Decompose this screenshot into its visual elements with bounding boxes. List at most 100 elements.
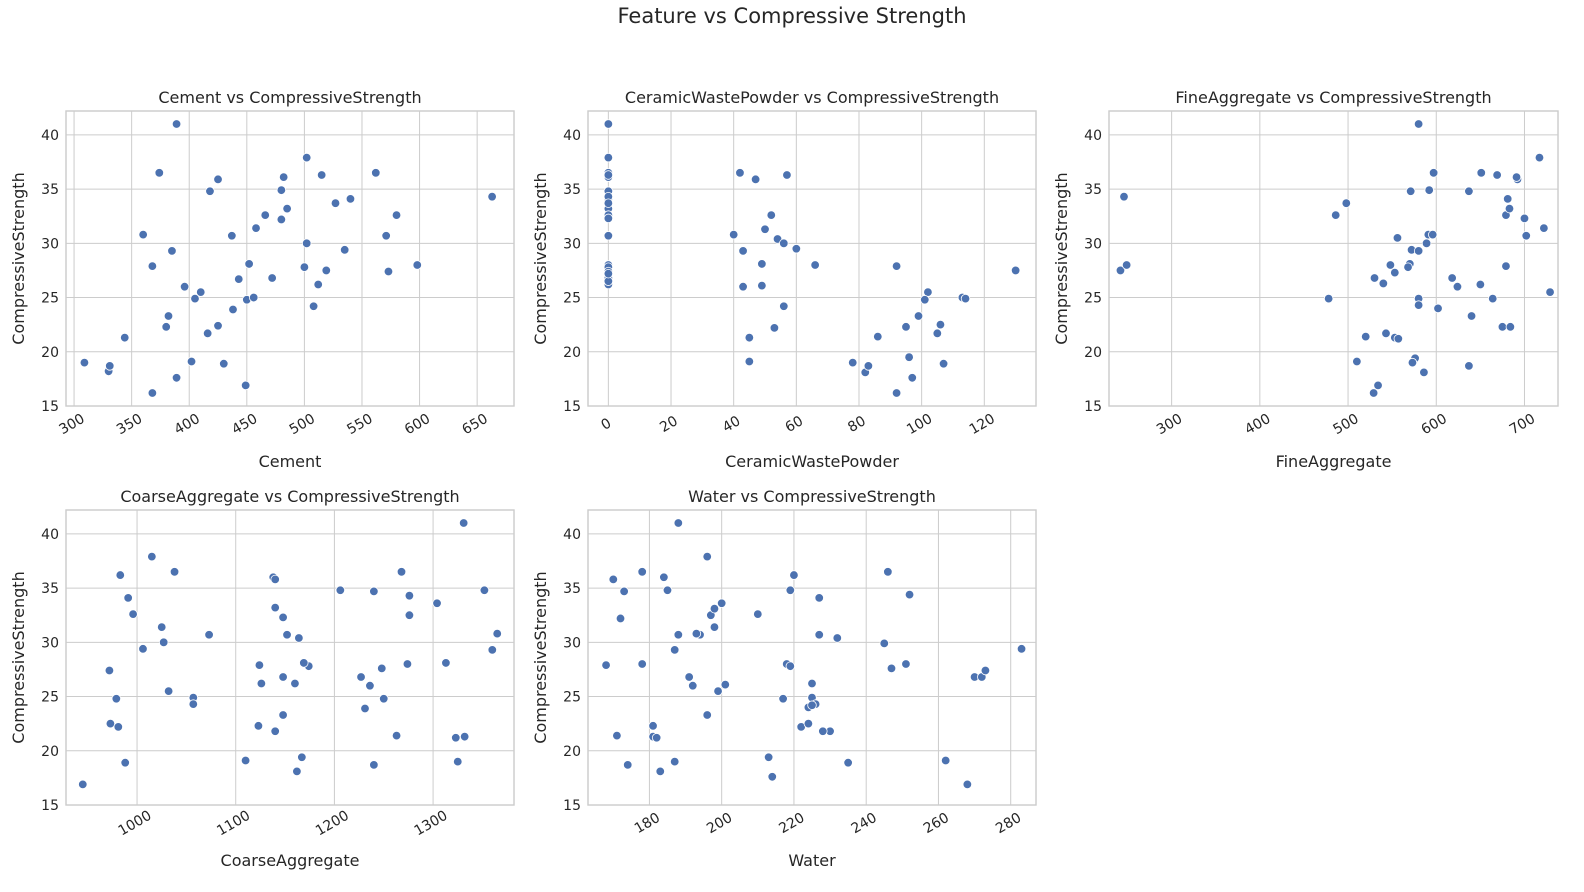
scatter-panel-3: 15 20 25 30 35 40 300 400 500 600 700 FineAggregate…: [1052, 88, 1559, 471]
y-tick-label: 20: [563, 345, 581, 361]
data-point: [1476, 168, 1486, 178]
data-point: [791, 244, 802, 254]
data-point: [299, 262, 310, 272]
x-tick-label: 220: [776, 810, 807, 837]
data-point: [709, 622, 720, 632]
data-point: [1501, 261, 1511, 271]
data-point: [412, 260, 422, 270]
data-point: [832, 633, 842, 643]
data-point: [244, 259, 254, 269]
x-axis-label: Cement: [259, 452, 322, 471]
y-tick-label: 35: [41, 581, 59, 597]
y-tick-label: 15: [563, 399, 581, 415]
data-point: [744, 332, 755, 343]
data-point: [158, 637, 169, 648]
x-tick-label: 350: [114, 411, 145, 438]
data-point: [932, 328, 943, 339]
data-point: [814, 593, 824, 603]
data-point: [432, 598, 442, 608]
data-point: [728, 229, 739, 240]
data-point: [1381, 328, 1391, 339]
data-point: [848, 357, 858, 368]
y-tick-label: 40: [1084, 128, 1102, 144]
x-tick-label: 100: [904, 411, 935, 438]
data-point: [371, 168, 381, 178]
y-tick-label: 35: [1084, 182, 1102, 198]
data-point: [883, 567, 893, 577]
data-point: [167, 246, 177, 256]
panel-title: CoarseAggregate vs CompressiveStrength: [120, 487, 459, 506]
data-point: [253, 721, 264, 731]
y-tick-label: 40: [41, 128, 59, 144]
data-point: [227, 231, 237, 241]
data-point: [1419, 367, 1429, 378]
data-point: [767, 772, 777, 782]
x-tick-label: 1200: [313, 808, 352, 840]
data-point: [391, 730, 402, 741]
data-point: [907, 373, 917, 383]
data-point: [920, 295, 930, 305]
data-point: [292, 766, 302, 777]
data-point: [313, 279, 323, 290]
data-point: [757, 280, 767, 291]
data-point: [453, 756, 463, 767]
data-point: [601, 660, 611, 670]
data-point: [1385, 260, 1396, 270]
panel-title: Water vs CompressiveStrength: [688, 487, 936, 506]
data-point: [1392, 233, 1403, 243]
data-point: [147, 551, 157, 562]
data-point: [365, 680, 375, 691]
data-point: [301, 152, 312, 163]
data-point: [779, 301, 789, 311]
data-point: [345, 194, 356, 204]
x-tick-label: 500: [287, 411, 318, 438]
plot-border: [1108, 110, 1559, 407]
y-tick-label: 20: [563, 744, 581, 760]
data-point: [123, 593, 133, 603]
data-point: [935, 319, 946, 330]
data-point: [962, 779, 973, 790]
data-point: [673, 630, 684, 640]
data-point: [1447, 273, 1457, 283]
data-point: [163, 686, 174, 696]
data-point: [901, 659, 911, 669]
data-point: [299, 658, 309, 668]
data-point: [738, 246, 748, 256]
data-point: [1428, 168, 1439, 178]
data-point: [716, 598, 727, 608]
data-point: [720, 679, 730, 690]
x-tick-label: 240: [849, 810, 880, 837]
plot-area: [65, 110, 515, 407]
data-point: [276, 185, 287, 195]
y-tick-label: 15: [1084, 399, 1102, 415]
data-point: [738, 281, 748, 292]
plot-area: [587, 110, 1037, 407]
data-point: [282, 630, 292, 640]
data-point: [662, 585, 673, 595]
data-point: [1413, 246, 1424, 256]
data-point: [171, 119, 182, 129]
data-point: [901, 322, 911, 332]
data-point: [1373, 380, 1383, 391]
data-point: [169, 567, 180, 577]
x-tick-label: 400: [172, 411, 203, 438]
data-point: [670, 645, 680, 655]
data-point: [190, 293, 200, 304]
x-tick-label: 80: [845, 413, 868, 436]
data-point: [256, 678, 267, 689]
x-tick-label: 700: [1507, 411, 1538, 438]
data-point: [670, 756, 680, 767]
data-point: [105, 361, 115, 371]
data-point: [760, 224, 770, 234]
y-tick-label: 15: [41, 399, 59, 415]
data-point: [782, 170, 792, 180]
data-point: [228, 304, 238, 315]
x-tick-label: 600: [1419, 411, 1450, 438]
data-point: [157, 622, 167, 632]
data-point: [120, 758, 130, 768]
x-axis-label: Water: [788, 851, 836, 870]
data-point: [1504, 203, 1515, 214]
data-point: [980, 665, 991, 676]
scatter-panel-4: 15 20 25 30 35 40 1000 1100 1200 1300 CoarseAggreg…: [9, 487, 515, 870]
data-point: [294, 633, 304, 643]
